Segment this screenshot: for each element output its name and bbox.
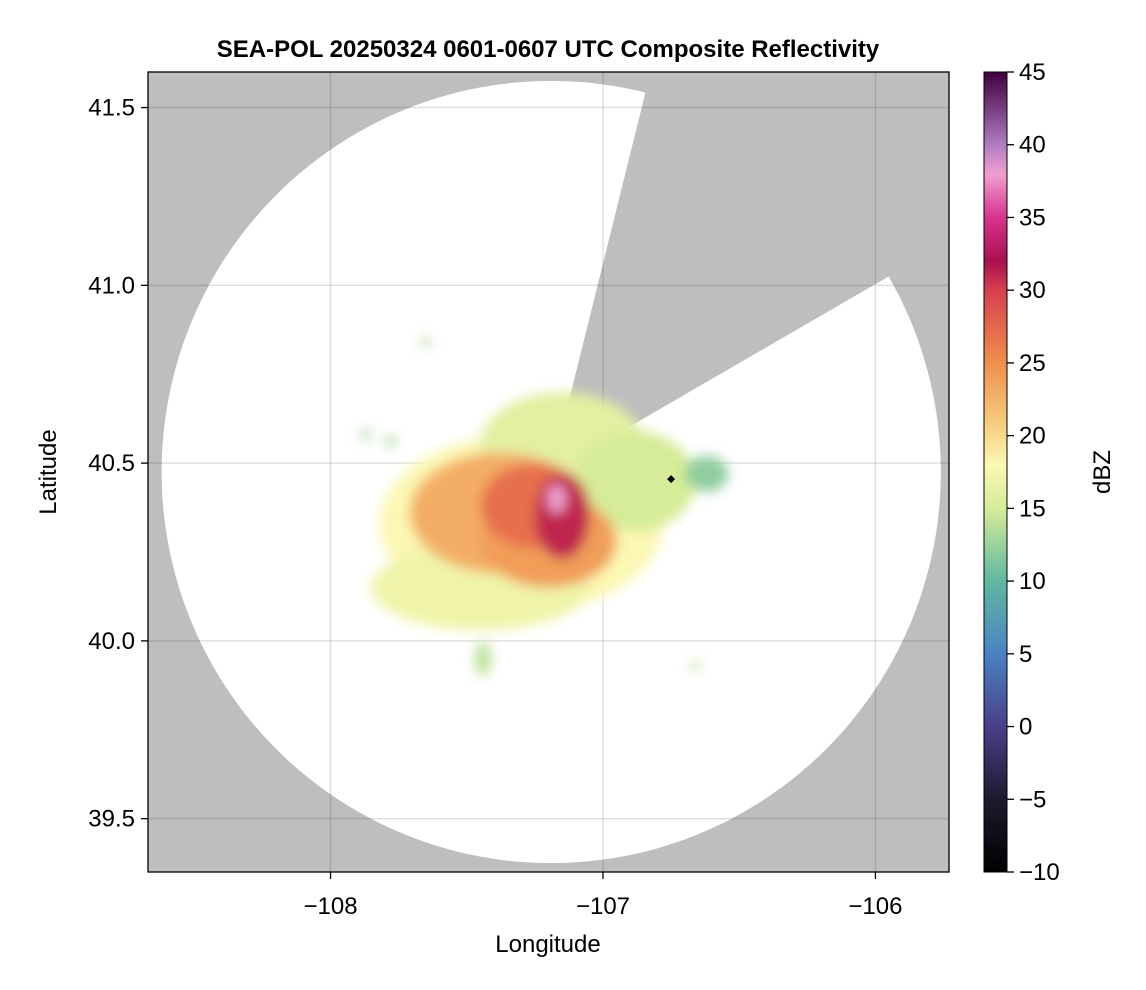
x-tick-label: −108 xyxy=(304,893,358,920)
plot-frame xyxy=(147,71,950,873)
colorbar-tick-label: 25 xyxy=(1019,350,1046,377)
reflectivity-echoes xyxy=(361,338,729,677)
colorbar-tick-label: −5 xyxy=(1019,786,1046,813)
chart-title: SEA-POL 20250324 0601-0607 UTC Composite… xyxy=(217,36,880,63)
echo-cell xyxy=(690,661,702,671)
colorbar-tick-label: −10 xyxy=(1019,859,1060,886)
y-axis-ticks: 39.5 40.0 40.5 41.0 41.5 xyxy=(88,95,148,833)
y-tick-label: 40.0 xyxy=(88,628,135,655)
x-axis-ticks: −108 −107 −106 xyxy=(304,872,902,920)
x-tick-label: −106 xyxy=(848,893,902,920)
colorbar-tick-label: 30 xyxy=(1019,277,1046,304)
x-tick-label: −107 xyxy=(576,893,630,920)
echo-cell xyxy=(474,640,492,677)
y-tick-label: 39.5 xyxy=(88,806,135,833)
echo-cell xyxy=(684,456,729,492)
y-tick-label: 41.0 xyxy=(88,272,135,299)
location-marker xyxy=(667,475,676,484)
echo-cell xyxy=(419,338,432,346)
colorbar-tick-label: 5 xyxy=(1019,641,1032,668)
colorbar xyxy=(983,71,1008,873)
colorbar-tick-label: 35 xyxy=(1019,204,1046,231)
colorbar-ticks: −10 −5 0 5 10 15 20 25 30 35 40 45 xyxy=(1007,59,1060,886)
echo-cell xyxy=(575,431,696,531)
y-tick-label: 41.5 xyxy=(88,95,135,122)
y-axis-title: Latitude xyxy=(35,429,62,514)
colorbar-tick-label: 15 xyxy=(1019,495,1046,522)
echo-cell xyxy=(385,436,396,448)
colorbar-tick-label: 10 xyxy=(1019,568,1046,595)
echo-cell xyxy=(547,484,567,513)
colorbar-tick-label: 20 xyxy=(1019,423,1046,450)
colorbar-tick-label: 45 xyxy=(1019,59,1046,86)
colorbar-tick-label: 0 xyxy=(1019,714,1032,741)
y-tick-label: 40.5 xyxy=(88,450,135,477)
colorbar-label: dBZ xyxy=(1089,450,1116,494)
x-axis-title: Longitude xyxy=(495,931,600,958)
colorbar-tick-label: 40 xyxy=(1019,132,1046,159)
echo-cell xyxy=(361,429,371,440)
echo-cell xyxy=(534,473,590,560)
